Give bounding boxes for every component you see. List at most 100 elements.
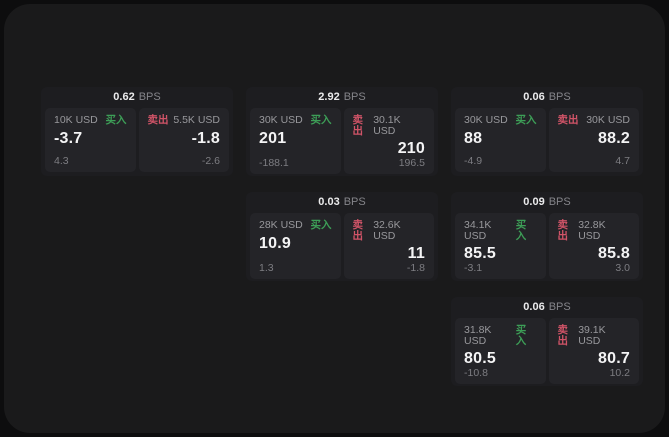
- buy-size-label: 34.1K USD: [464, 219, 492, 242]
- quote-card: 0.62 BPS 10K USD 买入 -3.7 4.3 卖出 5.5K USD: [41, 87, 233, 176]
- sell-tag: 卖出: [557, 324, 569, 347]
- buy-sub-value: -4.9: [464, 154, 483, 167]
- sell-price-value: 88.2: [598, 129, 630, 147]
- panel-top-row: 28K USD 买入: [259, 220, 332, 231]
- sell-price-value: 210: [397, 140, 425, 157]
- sell-price-value: 11: [407, 245, 425, 262]
- buy-tag: 买入: [105, 114, 127, 126]
- panel-top-row: 卖出 30.1K USD: [353, 115, 426, 136]
- bps-value: 0.62: [113, 91, 135, 103]
- quote-panels: 31.8K USD 买入 80.5 -10.8 卖出 39.1K USD 80.…: [451, 318, 643, 386]
- bps-value: 0.06: [523, 91, 545, 103]
- sell-sub-value: 196.5: [398, 156, 425, 169]
- quote-panels: 30K USD 买入 88 -4.9 卖出 30K USD 88.2 4.7: [451, 108, 643, 176]
- buy-price-value: 80.5: [464, 350, 496, 367]
- bps-header: 0.03 BPS: [246, 192, 438, 213]
- bps-label: BPS: [343, 196, 366, 208]
- app-window: 0.62 BPS 10K USD 买入 -3.7 4.3 卖出 5.5K USD: [4, 4, 665, 433]
- sell-quote-panel[interactable]: 卖出 30K USD 88.2 4.7: [548, 108, 639, 172]
- panel-top-row: 卖出 30K USD: [558, 115, 631, 126]
- bps-label: BPS: [343, 91, 366, 103]
- bps-value: 0.03: [318, 196, 340, 208]
- buy-quote-panel[interactable]: 30K USD 买入 88 -4.9: [455, 108, 546, 172]
- sell-size-label: 32.8K USD: [578, 219, 606, 242]
- quote-card: 0.06 BPS 31.8K USD 买入 80.5 -10.8 卖出 39.1…: [451, 297, 643, 386]
- quote-card: 2.92 BPS 30K USD 买入 201 -188.1 卖出 30.1K …: [246, 87, 438, 176]
- bps-label: BPS: [548, 91, 571, 103]
- sell-size-label: 30K USD: [586, 114, 630, 126]
- bps-value: 0.06: [523, 301, 545, 313]
- buy-size-label: 30K USD: [259, 114, 303, 126]
- panel-top-row: 卖出 5.5K USD: [148, 115, 221, 126]
- bps-label: BPS: [138, 91, 161, 103]
- quote-panels: 10K USD 买入 -3.7 4.3 卖出 5.5K USD -1.8 -2.…: [41, 108, 233, 176]
- buy-price-value: 88: [464, 129, 483, 147]
- sell-tag: 卖出: [147, 114, 169, 126]
- buy-tag: 买入: [515, 219, 527, 242]
- sell-tag: 卖出: [352, 114, 364, 137]
- quote-card: 0.09 BPS 34.1K USD 买入 85.5 -3.1 卖出 32.8K…: [451, 192, 643, 281]
- bps-header: 2.92 BPS: [246, 87, 438, 108]
- buy-tag: 买入: [515, 114, 537, 126]
- sell-tag: 卖出: [352, 219, 364, 242]
- quote-card-grid: 0.62 BPS 10K USD 买入 -3.7 4.3 卖出 5.5K USD: [41, 87, 643, 386]
- bps-value: 2.92: [318, 91, 340, 103]
- buy-tag: 买入: [310, 114, 332, 126]
- panel-top-row: 30K USD 买入: [464, 115, 537, 126]
- sell-price-value: -1.8: [191, 129, 220, 147]
- panel-top-row: 10K USD 买入: [54, 115, 127, 126]
- sell-quote-panel[interactable]: 卖出 39.1K USD 80.7 10.2: [548, 318, 639, 385]
- buy-sub-value: -10.8: [464, 366, 488, 379]
- buy-tag: 买入: [310, 219, 332, 231]
- sell-tag: 卖出: [557, 114, 579, 126]
- sell-size-label: 5.5K USD: [173, 114, 220, 126]
- sell-sub-value: -2.6: [201, 154, 220, 167]
- panel-top-row: 卖出 39.1K USD: [558, 325, 631, 346]
- quote-panels: 34.1K USD 买入 85.5 -3.1 卖出 32.8K USD 85.8…: [451, 213, 643, 281]
- buy-quote-panel[interactable]: 34.1K USD 买入 85.5 -3.1: [455, 213, 546, 280]
- buy-quote-panel[interactable]: 10K USD 买入 -3.7 4.3: [45, 108, 136, 172]
- buy-price-value: 201: [259, 129, 287, 147]
- bps-header: 0.62 BPS: [41, 87, 233, 108]
- sell-price-value: 80.7: [598, 350, 630, 367]
- sell-sub-value: 4.7: [615, 154, 630, 167]
- buy-size-label: 28K USD: [259, 219, 303, 231]
- panel-top-row: 卖出 32.6K USD: [353, 220, 426, 241]
- sell-quote-panel[interactable]: 卖出 32.8K USD 85.8 3.0: [548, 213, 639, 280]
- sell-quote-panel[interactable]: 卖出 5.5K USD -1.8 -2.6: [138, 108, 229, 172]
- quote-panels: 28K USD 买入 10.9 1.3 卖出 32.6K USD 11 -1.8: [246, 213, 438, 281]
- quote-card: 0.03 BPS 28K USD 买入 10.9 1.3 卖出 32.6K US…: [246, 192, 438, 281]
- buy-price-value: 10.9: [259, 234, 291, 252]
- bps-header: 0.06 BPS: [451, 87, 643, 108]
- bps-header: 0.09 BPS: [451, 192, 643, 213]
- buy-quote-panel[interactable]: 28K USD 买入 10.9 1.3: [250, 213, 341, 280]
- buy-price-value: 85.5: [464, 245, 496, 262]
- buy-quote-panel[interactable]: 31.8K USD 买入 80.5 -10.8: [455, 318, 546, 385]
- buy-sub-value: -188.1: [259, 156, 289, 169]
- sell-sub-value: 3.0: [615, 261, 630, 274]
- buy-price-value: -3.7: [54, 129, 83, 147]
- bps-label: BPS: [548, 301, 571, 313]
- bps-label: BPS: [548, 196, 571, 208]
- bps-header: 0.06 BPS: [451, 297, 643, 318]
- sell-size-label: 39.1K USD: [578, 324, 606, 347]
- panel-top-row: 31.8K USD 买入: [464, 325, 537, 346]
- sell-sub-value: 10.2: [609, 366, 630, 379]
- panel-top-row: 30K USD 买入: [259, 115, 332, 126]
- buy-sub-value: 1.3: [259, 261, 274, 274]
- bps-value: 0.09: [523, 196, 545, 208]
- quote-panels: 30K USD 买入 201 -188.1 卖出 30.1K USD 210 1…: [246, 108, 438, 176]
- buy-quote-panel[interactable]: 30K USD 买入 201 -188.1: [250, 108, 341, 175]
- sell-tag: 卖出: [557, 219, 569, 242]
- sell-quote-panel[interactable]: 卖出 32.6K USD 11 -1.8: [343, 213, 434, 280]
- buy-size-label: 30K USD: [464, 114, 508, 126]
- sell-sub-value: -1.8: [406, 261, 425, 274]
- sell-size-label: 32.6K USD: [373, 219, 401, 242]
- sell-size-label: 30.1K USD: [373, 114, 401, 137]
- buy-tag: 买入: [515, 324, 527, 347]
- buy-size-label: 10K USD: [54, 114, 98, 126]
- buy-size-label: 31.8K USD: [464, 324, 492, 347]
- sell-quote-panel[interactable]: 卖出 30.1K USD 210 196.5: [343, 108, 434, 175]
- buy-sub-value: 4.3: [54, 154, 69, 167]
- panel-top-row: 34.1K USD 买入: [464, 220, 537, 241]
